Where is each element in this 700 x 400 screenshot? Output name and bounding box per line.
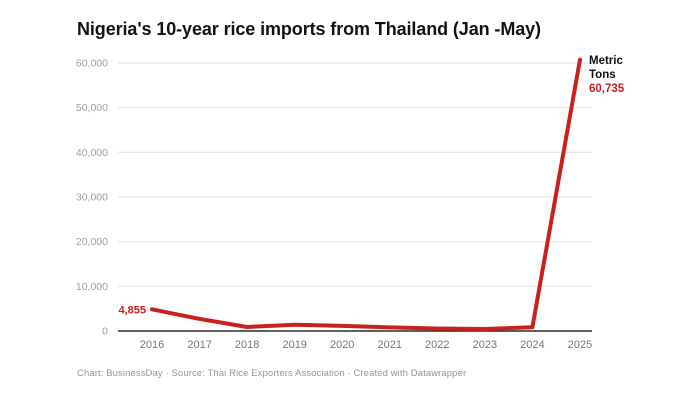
y-tick-label: 10,000 [76, 281, 108, 293]
x-tick-label: 2017 [187, 339, 211, 351]
x-tick-label: 2016 [140, 339, 164, 351]
y-tick-label: 30,000 [76, 192, 108, 204]
y-tick-label: 40,000 [76, 147, 108, 159]
chart-title: Nigeria's 10-year rice imports from Thai… [77, 19, 541, 39]
unit-label-line: Tons [589, 69, 616, 81]
y-tick-label: 0 [102, 326, 108, 338]
last-point-value-label: 60,735 [589, 83, 625, 95]
x-tick-label: 2024 [520, 339, 544, 351]
first-point-value-label: 4,855 [118, 304, 146, 316]
x-tick-label: 2020 [330, 339, 354, 351]
y-tick-label: 60,000 [76, 58, 108, 70]
rice-imports-line [150, 57, 582, 331]
unit-label-line: Metric [589, 55, 623, 67]
chart-footer: Chart: BusinessDay · Source: Thai Rice E… [77, 368, 467, 379]
x-tick-label: 2025 [568, 339, 592, 351]
y-tick-label: 20,000 [76, 236, 108, 248]
y-tick-label: 50,000 [76, 102, 108, 114]
x-tick-label: 2019 [282, 339, 306, 351]
x-tick-label: 2018 [235, 339, 259, 351]
x-tick-label: 2021 [378, 339, 402, 351]
x-tick-label: 2022 [425, 339, 449, 351]
x-tick-label: 2023 [473, 339, 497, 351]
